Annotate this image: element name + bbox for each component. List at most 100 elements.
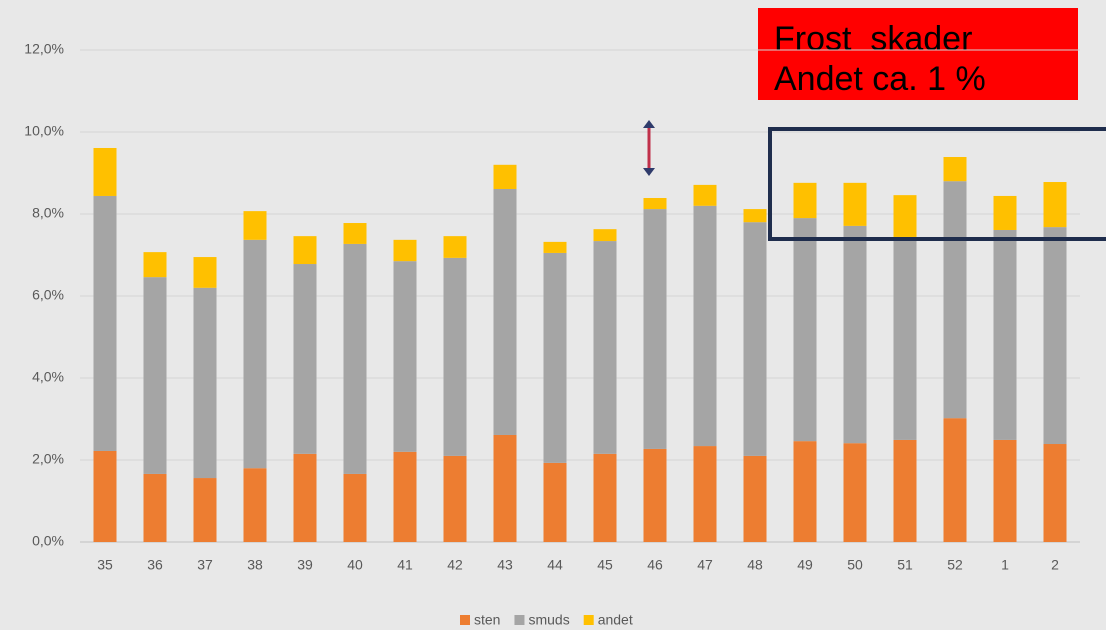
bar-segment	[793, 182, 817, 219]
bar-segment	[393, 261, 417, 452]
bar-segment	[643, 198, 667, 210]
x-tick-label: 43	[497, 557, 513, 573]
x-tick-label: 35	[97, 557, 113, 573]
highlight-box	[768, 127, 1106, 241]
bar-segment	[193, 478, 217, 542]
bar-segment	[443, 236, 467, 258]
bar-segment	[843, 225, 867, 444]
bar-segment	[743, 222, 767, 456]
x-tick-label: 45	[597, 557, 613, 573]
bar-segment	[1043, 227, 1067, 445]
bar-segment	[143, 252, 167, 278]
bar-segment	[343, 223, 367, 244]
bar-segment	[493, 434, 517, 542]
bar-segment	[1043, 182, 1067, 228]
bar-segment	[543, 462, 567, 542]
y-tick-label: 12,0%	[24, 41, 64, 57]
bar-segment	[143, 277, 167, 474]
bar-segment	[593, 241, 617, 454]
x-tick-label: 47	[697, 557, 713, 573]
x-tick-label: 41	[397, 557, 413, 573]
bar-segment	[543, 241, 567, 253]
bar-segment	[93, 147, 117, 196]
bar-segment	[243, 239, 267, 469]
bar-segment	[693, 205, 717, 447]
annotation-line: Frost skader	[774, 20, 972, 58]
bar-segment	[843, 443, 867, 542]
bar-segment	[793, 218, 817, 442]
x-tick-label: 40	[347, 557, 363, 573]
annotation-line: Andet ca. 1 %	[774, 60, 986, 98]
x-tick-label: 48	[747, 557, 763, 573]
bar-segment	[443, 257, 467, 456]
annotation-box	[758, 8, 1078, 100]
bar-segment	[193, 257, 217, 288]
bar-segment	[893, 439, 917, 542]
bar-segment	[993, 439, 1017, 542]
bar-segment	[943, 418, 967, 542]
bar-segment	[243, 468, 267, 542]
bar-segment	[843, 182, 867, 226]
bar-segment	[743, 455, 767, 542]
y-tick-label: 8,0%	[32, 205, 64, 221]
x-tick-label: 49	[797, 557, 813, 573]
bar-segment	[943, 181, 967, 419]
bar-segment	[793, 441, 817, 542]
legend-swatch	[514, 615, 525, 625]
bar-segment	[293, 264, 317, 454]
arrow-head	[643, 168, 655, 176]
bar-segment	[243, 211, 267, 240]
bar-segment	[343, 243, 367, 474]
bar-segment	[943, 157, 967, 182]
bar-segment	[743, 209, 767, 223]
y-tick-label: 4,0%	[32, 369, 64, 385]
x-tick-label: 46	[647, 557, 663, 573]
bar-segment	[643, 448, 667, 542]
bar-segment	[543, 252, 567, 463]
bar-segment	[493, 164, 517, 189]
bar-segment	[93, 450, 117, 542]
bar-segment	[293, 236, 317, 265]
legend-label: andet	[598, 612, 633, 628]
x-tick-label: 39	[297, 557, 313, 573]
y-tick-label: 6,0%	[32, 287, 64, 303]
bar-segment	[693, 446, 717, 542]
bar-segment	[993, 229, 1017, 440]
x-tick-label: 36	[147, 557, 163, 573]
legend-swatch	[460, 615, 470, 625]
bar-segment	[1043, 444, 1067, 542]
x-tick-label: 1	[1001, 557, 1009, 573]
legend-label: sten	[474, 612, 500, 628]
x-tick-label: 2	[1051, 557, 1059, 573]
y-tick-label: 0,0%	[32, 533, 64, 549]
bar-segment	[293, 453, 317, 542]
bar-segment	[993, 195, 1017, 230]
bar-segment	[893, 236, 917, 440]
x-tick-label: 42	[447, 557, 463, 573]
bar-segment	[493, 188, 517, 435]
x-tick-label: 44	[547, 557, 563, 573]
x-tick-label: 52	[947, 557, 963, 573]
bar-segment	[193, 287, 217, 479]
x-tick-label: 37	[197, 557, 213, 573]
bar-segment	[93, 195, 117, 451]
x-tick-label: 38	[247, 557, 263, 573]
y-tick-label: 10,0%	[24, 123, 64, 139]
bar-segment	[393, 239, 417, 262]
bar-segment	[893, 195, 917, 237]
bar-segment	[693, 184, 717, 206]
x-tick-label: 50	[847, 557, 863, 573]
bar-segment	[343, 473, 367, 542]
legend-swatch	[583, 615, 594, 625]
arrow-head	[643, 120, 655, 128]
y-tick-label: 2,0%	[32, 451, 64, 467]
bar-segment	[143, 473, 167, 542]
bar-segment	[593, 453, 617, 542]
legend-label: smuds	[528, 612, 569, 628]
bar-segment	[443, 455, 467, 542]
bar-segment	[393, 451, 417, 542]
bar-segment	[643, 209, 667, 449]
x-tick-label: 51	[897, 557, 913, 573]
bar-segment	[593, 229, 617, 242]
